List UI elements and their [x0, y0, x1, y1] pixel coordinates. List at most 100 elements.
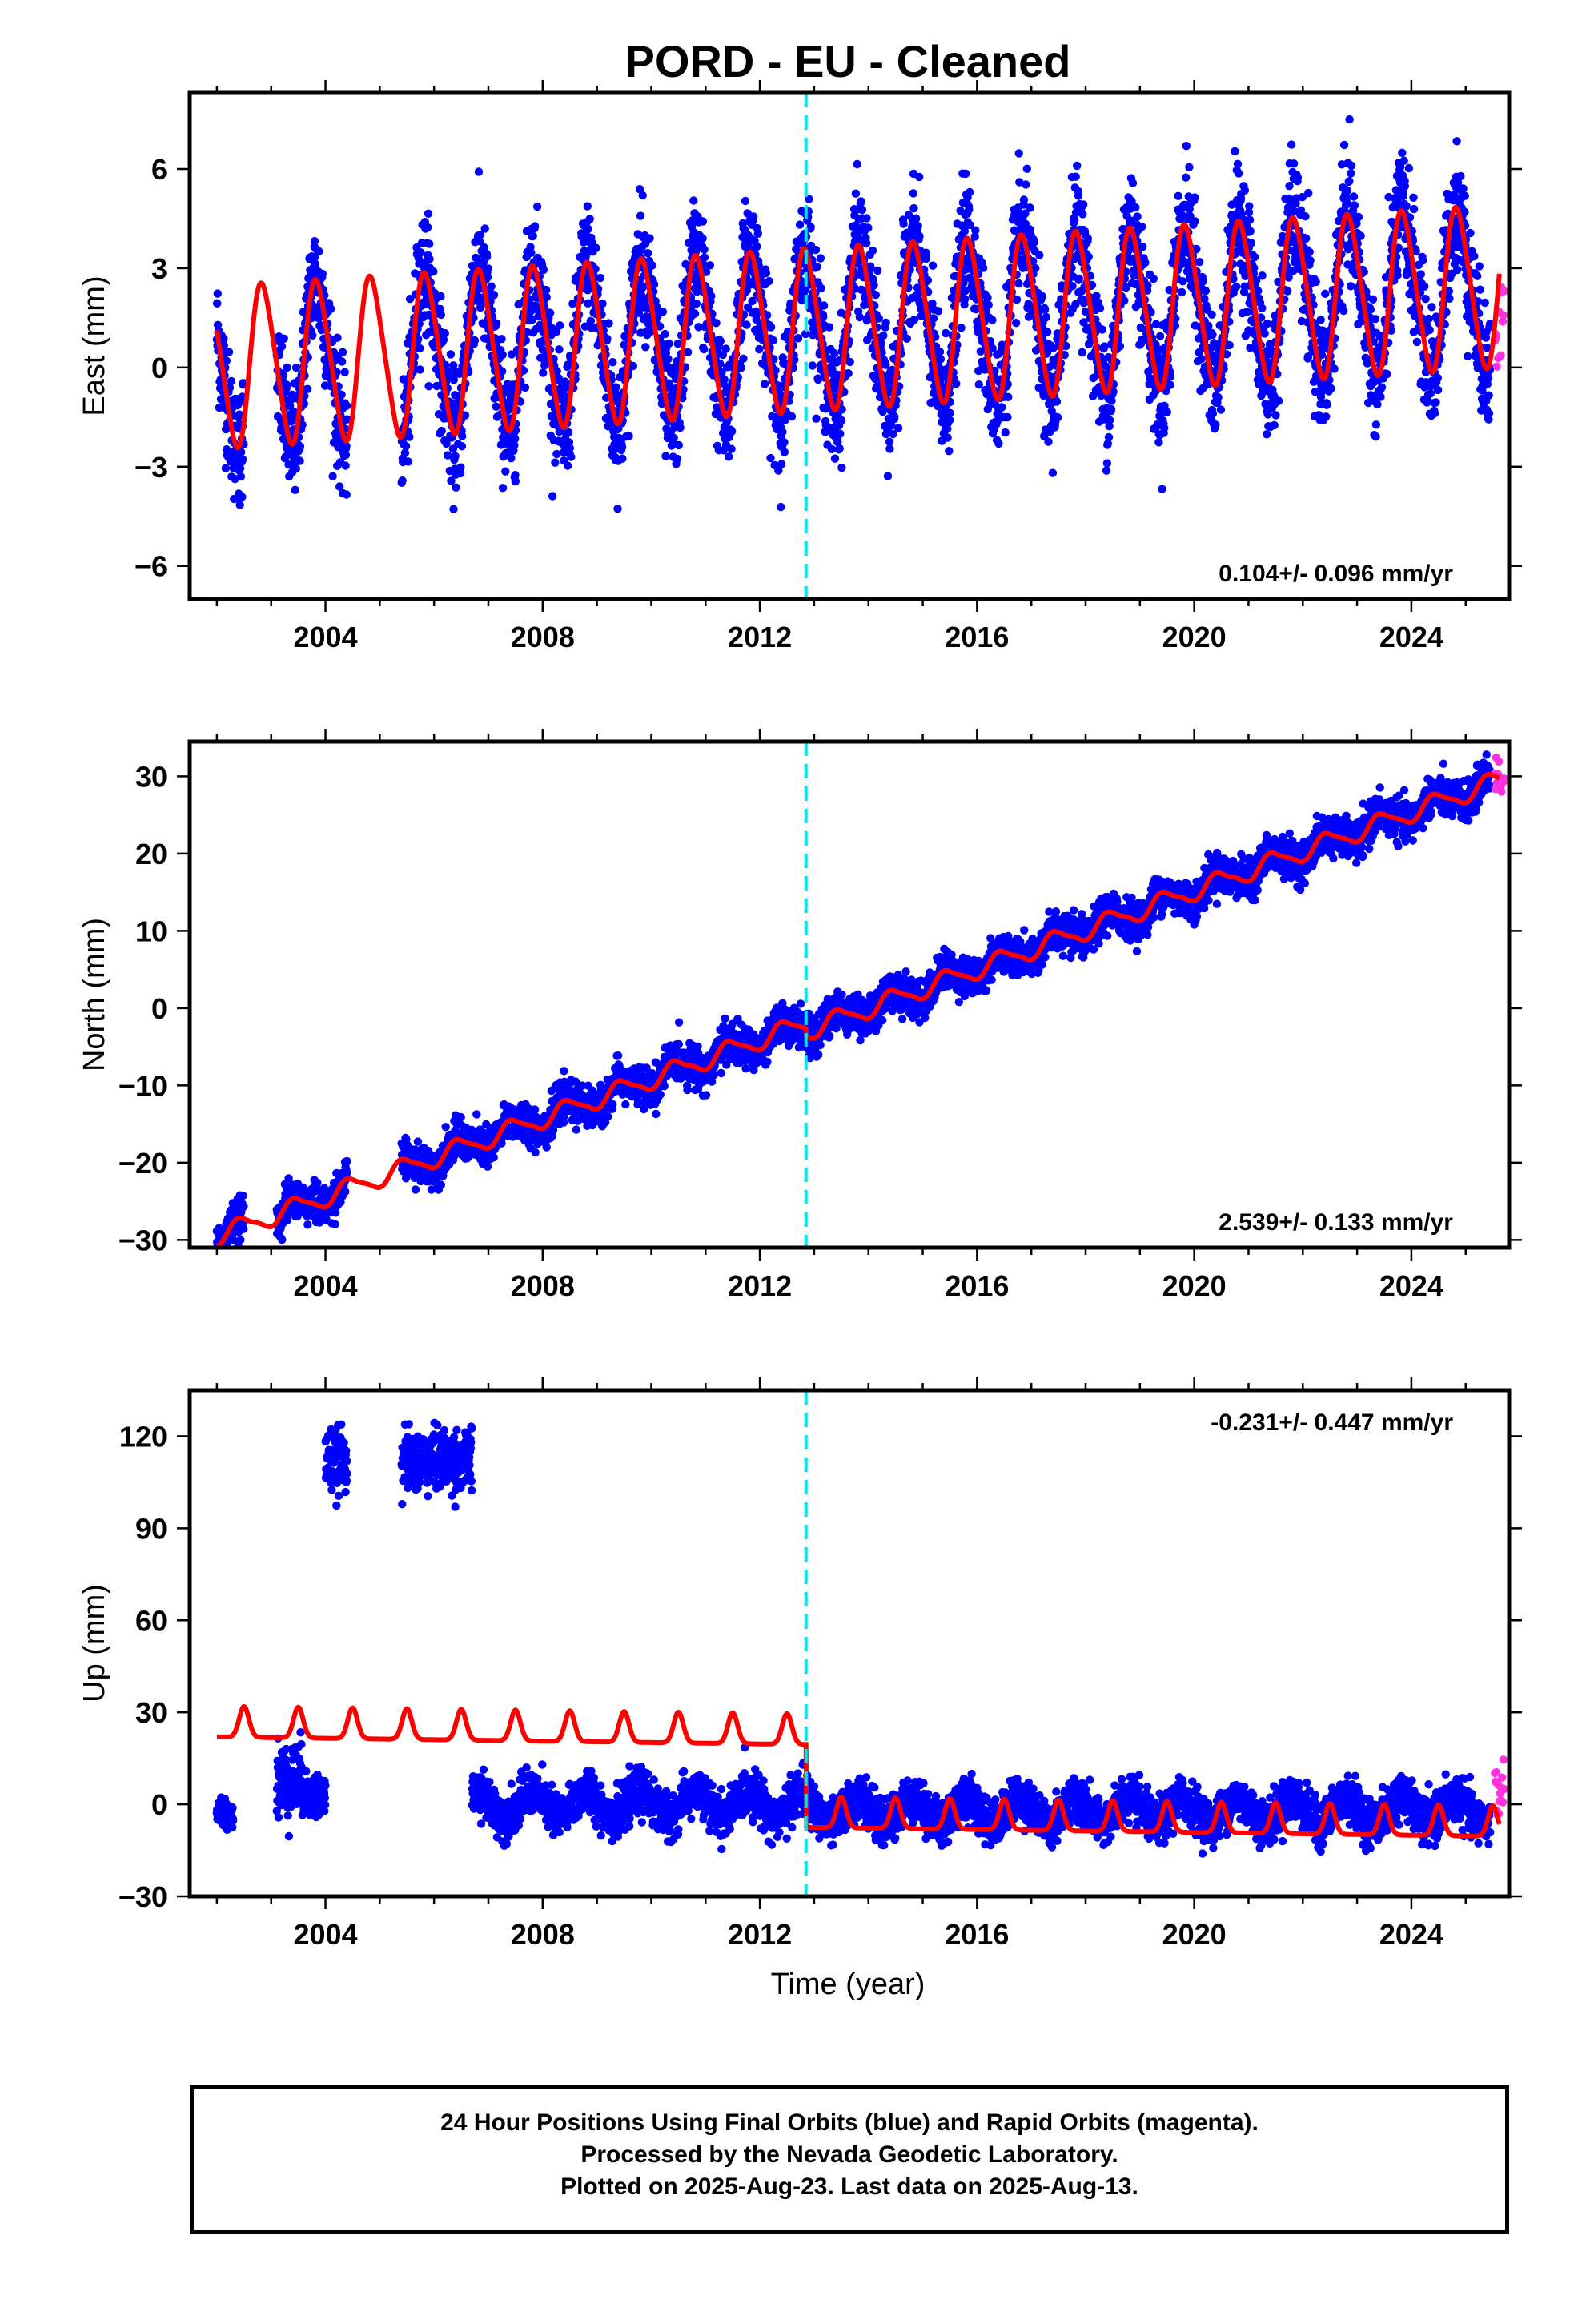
data-point: [793, 334, 803, 343]
data-point: [909, 189, 918, 198]
data-point: [447, 476, 456, 485]
data-point: [1104, 432, 1114, 442]
data-point: [705, 261, 714, 270]
data-point: [482, 252, 492, 261]
data-point: [881, 318, 890, 328]
data-point: [613, 505, 622, 513]
data-point: [1412, 337, 1422, 347]
data-point: [1404, 163, 1414, 173]
data-point: [583, 202, 592, 211]
data-point: [483, 273, 492, 282]
data-point: [1327, 384, 1335, 393]
data-point: [1424, 314, 1433, 324]
data-point: [476, 231, 484, 239]
data-point: [1274, 396, 1283, 405]
data-point: [291, 363, 301, 372]
data-point: [1233, 159, 1243, 168]
data-point: [753, 229, 762, 238]
data-point: [303, 384, 312, 393]
data-point: [676, 423, 685, 432]
data-point: [1260, 329, 1269, 338]
data-point: [1371, 315, 1379, 324]
data-point: [1207, 310, 1216, 319]
data-point: [971, 226, 980, 235]
data-point: [1012, 295, 1022, 304]
data-point: [555, 345, 564, 354]
data-point: [456, 463, 465, 472]
data-point: [1400, 182, 1410, 191]
data-point: [1022, 180, 1030, 189]
data-point: [742, 320, 751, 329]
data-point: [1258, 271, 1267, 280]
data-point: [1330, 364, 1339, 373]
data-point: [475, 237, 484, 246]
data-point: [618, 454, 627, 463]
data-point: [295, 456, 304, 465]
data-point: [1420, 282, 1429, 291]
data-point: [458, 432, 467, 440]
data-point: [511, 471, 520, 480]
data-point: [1377, 383, 1387, 392]
data-point: [1339, 140, 1349, 150]
data-point: [707, 292, 716, 300]
data-point: [1484, 409, 1494, 418]
data-point: [1366, 305, 1375, 314]
data-point: [1240, 186, 1250, 195]
data-point: [692, 299, 701, 308]
data-point: [700, 245, 709, 254]
data-point: [1014, 279, 1023, 288]
data-point: [1048, 468, 1058, 477]
data-point: [1208, 409, 1218, 418]
data-point: [780, 448, 789, 456]
data-point: [1350, 201, 1359, 210]
data-point: [1182, 142, 1191, 151]
data-point: [1022, 164, 1032, 173]
data-point: [934, 307, 943, 316]
data-point: [638, 191, 647, 200]
data-point: [943, 433, 952, 442]
data-point: [235, 410, 244, 419]
data-point: [530, 222, 540, 231]
data-point: [492, 402, 500, 411]
data-point: [1178, 287, 1186, 297]
data-point: [1138, 242, 1147, 251]
data-point: [1373, 400, 1382, 409]
data-point: [456, 468, 465, 478]
data-point: [727, 444, 736, 453]
data-point: [277, 342, 287, 351]
data-point: [787, 412, 797, 421]
data-point: [400, 448, 410, 457]
data-point: [1270, 420, 1279, 430]
data-point: [689, 196, 698, 205]
data-point: [769, 336, 777, 345]
data-point: [283, 380, 291, 389]
data-point: [1106, 404, 1116, 414]
data-point: [717, 368, 726, 377]
data-point: [644, 249, 652, 258]
data-point: [617, 443, 627, 452]
data-point: [1293, 173, 1303, 182]
data-point: [806, 223, 815, 231]
data-point: [337, 390, 346, 399]
data-point: [716, 359, 725, 368]
data-point: [554, 374, 563, 383]
data-point: [778, 428, 787, 436]
data-point: [845, 357, 854, 367]
data-point: [1452, 137, 1461, 146]
data-point: [442, 439, 451, 448]
data-point: [1155, 332, 1165, 340]
data-point: [219, 335, 228, 344]
data-point: [436, 292, 445, 301]
data-point: [1174, 191, 1182, 200]
data-point: [1398, 148, 1407, 157]
data-point: [721, 344, 730, 353]
data-point: [994, 439, 1003, 448]
data-point: [636, 211, 645, 220]
data-point: [235, 464, 245, 473]
data-point: [1306, 256, 1315, 265]
data-point: [1484, 374, 1493, 383]
data-point: [946, 416, 954, 424]
data-point: [489, 291, 499, 300]
data-point: [1409, 204, 1419, 214]
data-point: [1095, 304, 1105, 312]
